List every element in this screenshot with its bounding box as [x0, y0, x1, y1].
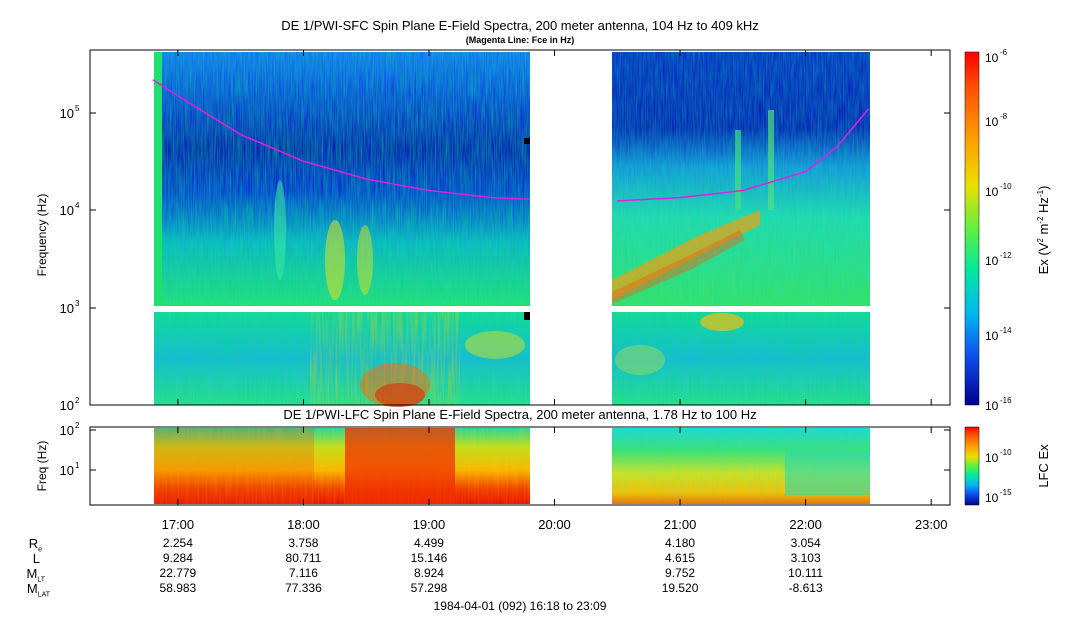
ephemeris-value: 77.336 — [285, 581, 322, 595]
lfc-plot-frame — [89, 426, 951, 506]
x-tick-label: 18:00 — [287, 517, 320, 532]
x-tick-label: 20:00 — [538, 517, 571, 532]
cbar-tick-exp: -10 — [1000, 182, 1012, 191]
sfc-spectrogram-segment-2 — [612, 52, 870, 306]
lfc-spectrogram-segment-2 — [612, 428, 870, 504]
cbar-tick-exp: -14 — [1000, 326, 1012, 335]
ephemeris-value: 57.298 — [410, 581, 448, 595]
sfc-ytick-label: 10 — [60, 106, 74, 121]
time-range-label: 1984-04-01 (092) 16:18 to 23:09 — [433, 599, 607, 613]
ephemeris-value: 80.711 — [285, 551, 322, 565]
bottom-title: DE 1/PWI-LFC Spin Plane E-Field Spectra,… — [283, 407, 757, 422]
ephemeris-value: 9.752 — [665, 566, 696, 580]
ephemeris-value: 4.499 — [413, 536, 444, 550]
ephemeris-value: 8.924 — [413, 566, 444, 580]
ephemeris-value: 15.146 — [410, 551, 448, 565]
cbar-tick-exp: -12 — [1000, 251, 1012, 260]
ephemeris-value: 4.180 — [665, 536, 696, 550]
lfc-ylabel: Freq (Hz) — [35, 441, 49, 492]
top-title: DE 1/PWI-SFC Spin Plane E-Field Spectra,… — [281, 18, 759, 33]
sfc-spectrogram-segment-1-low — [154, 138, 530, 407]
fce-line — [152, 79, 530, 200]
fce-line — [617, 108, 869, 202]
lfc-colorbar-label: LFC Ex — [1036, 444, 1051, 488]
x-tick-label: 23:00 — [915, 517, 948, 532]
sfc-ytick-exp: 3 — [75, 299, 80, 308]
ephemeris-value: 9.284 — [162, 551, 193, 565]
lfc-y-axis: 10 2 10 1 — [60, 421, 950, 478]
sfc-ytick-exp: 5 — [75, 104, 80, 113]
cbar-tick-label: 10 — [985, 51, 999, 65]
lfc-ytick-exp: 1 — [75, 461, 80, 470]
ephemeris-value: 58.983 — [159, 581, 197, 595]
fce-line-layer — [152, 79, 869, 202]
lfc-cbar-tick-label: 10 — [985, 451, 999, 465]
ephem-label-mlat: MLAT — [26, 581, 50, 599]
x-axis: 17:00 18:00 19:00 20:00 21:00 22:00 23:00 — [162, 50, 948, 532]
x-tick-label: 17:00 — [162, 517, 195, 532]
lfc-colorbar: 10 -10 10 -15 LFC Ex — [964, 426, 1051, 506]
ephemeris-value: 22.779 — [159, 566, 197, 580]
cbar-tick-label: 10 — [985, 254, 999, 268]
lfc-ytick-label: 10 — [60, 423, 74, 438]
lfc-spectrogram-segment-1 — [154, 428, 530, 504]
ephemeris-value: 19.520 — [661, 581, 699, 595]
cbar-tick-exp: -6 — [1000, 48, 1008, 57]
cbar-tick-label: 10 — [985, 115, 999, 129]
ephemeris-value: 2.254 — [162, 536, 193, 550]
ephemeris-value: 4.615 — [665, 551, 696, 565]
lfc-ytick-label: 10 — [60, 463, 74, 478]
x-tick-label: 22:00 — [789, 517, 822, 532]
x-tick-label: 21:00 — [664, 517, 697, 532]
ephem-label-re: Re — [28, 536, 42, 554]
lfc-cbar-tick-label: 10 — [985, 491, 999, 505]
lfc-cbar-tick-exp: -15 — [1000, 488, 1012, 497]
sfc-colorbar: 10 -6 10 -8 10 -10 10 -12 10 -14 10 -16 … — [964, 48, 1051, 413]
sfc-spectrogram-segment-2-low — [612, 312, 870, 405]
cbar-tick-label: 10 — [985, 185, 999, 199]
cbar-tick-exp: -8 — [1000, 112, 1008, 121]
ephemeris-value: -8.613 — [788, 581, 823, 595]
ephemeris-value: 3.758 — [288, 536, 319, 550]
sfc-ylabel: Frequency (Hz) — [35, 194, 49, 277]
ephemeris-value: 3.054 — [790, 536, 821, 550]
ephemeris-value: 3.103 — [790, 551, 821, 565]
sfc-colorbar-label: Ex (V2 m-2 Hz-1) — [1036, 186, 1051, 275]
ephem-label-l: L — [32, 551, 40, 566]
cbar-tick-label: 10 — [985, 329, 999, 343]
top-subtitle: (Magenta Line: Fce in Hz) — [465, 35, 575, 45]
lfc-cbar-tick-exp: -10 — [1000, 448, 1012, 457]
cbar-tick-exp: -16 — [1000, 396, 1012, 405]
sfc-ytick-label: 10 — [60, 203, 74, 218]
x-tick-label: 19:00 — [413, 517, 446, 532]
sfc-plot-frame — [89, 49, 951, 406]
sfc-ytick-exp: 2 — [75, 396, 80, 405]
sfc-ytick-label: 10 — [60, 301, 74, 316]
cbar-tick-label: 10 — [985, 399, 999, 413]
lfc-ytick-exp: 2 — [75, 421, 80, 430]
sfc-ytick-label: 10 — [60, 398, 74, 413]
ephem-label-mlt: MLT — [26, 566, 46, 584]
ephemeris-value: 10.111 — [788, 566, 824, 580]
sfc-y-axis: 10 2 10 3 10 4 10 5 — [60, 104, 950, 413]
sfc-ytick-exp: 4 — [75, 201, 80, 210]
ephemeris-value: 7.116 — [288, 566, 318, 580]
sfc-spectrogram-segment-1 — [154, 52, 530, 306]
